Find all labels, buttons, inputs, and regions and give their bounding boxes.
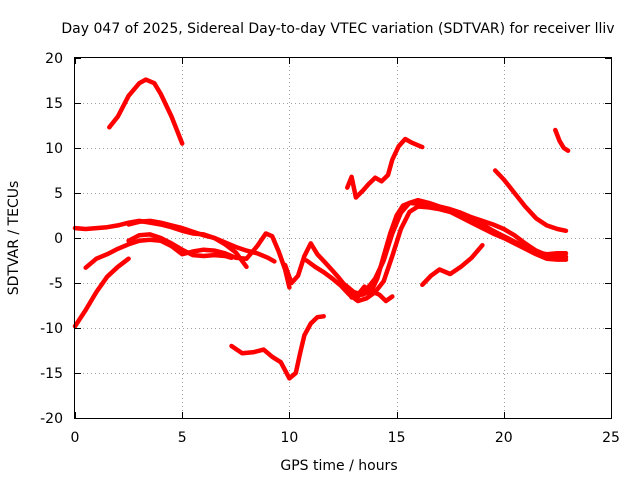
- x-tick-label: 25: [602, 430, 620, 446]
- y-tick-label: 20: [45, 51, 63, 67]
- y-axis-label: SDTVAR / TECUs: [6, 181, 22, 296]
- series-arc-11: [342, 282, 395, 304]
- series-arc-5: [126, 232, 234, 261]
- series-layer: [72, 77, 571, 381]
- y-tick-label: -5: [49, 276, 63, 292]
- x-axis-label: GPS time / hours: [280, 458, 397, 474]
- y-tick-label: 10: [45, 141, 63, 157]
- series-arc-3: [83, 231, 292, 290]
- chart-title: Day 047 of 2025, Sidereal Day-to-day VTE…: [61, 21, 614, 37]
- series-arc-9: [304, 204, 569, 304]
- y-tick-label: -10: [40, 321, 63, 337]
- y-tick-label: 5: [54, 186, 63, 202]
- ticks: 0 5 10 15 20 25 -20 -15 -10 -5 0 5 10 15 20: [40, 51, 620, 446]
- y-tick-label: -20: [40, 411, 63, 427]
- series-arc-6: [126, 218, 277, 264]
- series-arc-4: [72, 256, 131, 329]
- series-arc-10: [338, 197, 569, 299]
- series-arc-1: [107, 77, 185, 146]
- y-tick-label: 0: [54, 231, 63, 247]
- y-tick-label: -15: [40, 366, 63, 382]
- series-arc-13: [420, 242, 485, 288]
- x-tick-label: 10: [280, 430, 298, 446]
- plot-frame: [74, 57, 612, 419]
- series-arc-15: [553, 127, 571, 153]
- series-arc-12: [345, 136, 425, 200]
- x-tick-label: 20: [495, 430, 513, 446]
- series-arc-14: [492, 168, 569, 234]
- y-tick-label: 15: [45, 96, 63, 112]
- x-tick-label: 15: [388, 430, 406, 446]
- x-tick-label: 5: [178, 430, 187, 446]
- series-arc-2: [72, 218, 249, 270]
- x-tick-label: 0: [71, 430, 80, 446]
- series-arc-7: [229, 314, 326, 381]
